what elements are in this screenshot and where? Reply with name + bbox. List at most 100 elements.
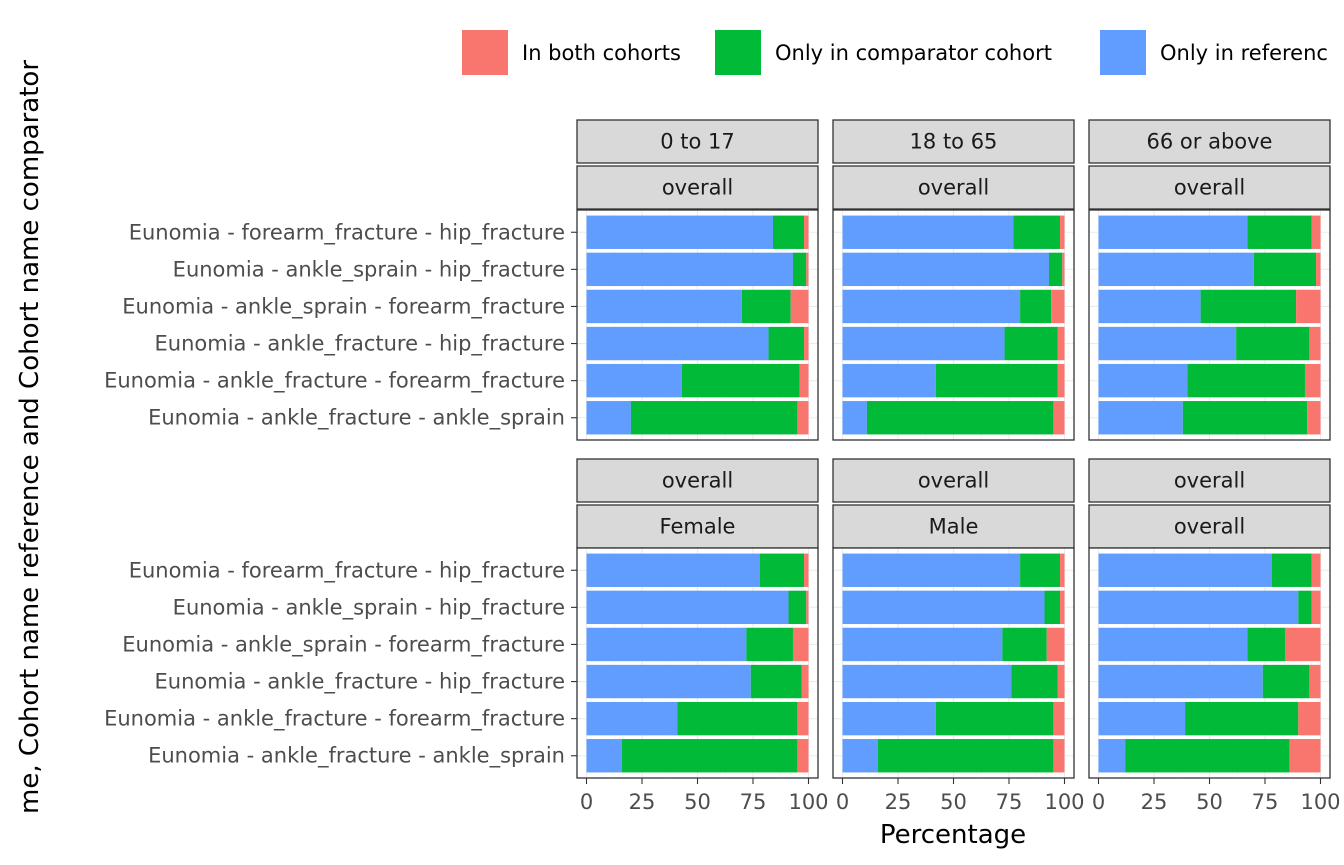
bar-both-0-1 bbox=[806, 252, 809, 287]
bar-comparator-0-1 bbox=[792, 252, 807, 287]
legend-label-0: In both cohorts bbox=[522, 41, 681, 65]
bar-reference-3-0 bbox=[586, 553, 760, 587]
bar-reference-4-1 bbox=[842, 590, 1045, 625]
x-tick-label: 75 bbox=[1252, 790, 1279, 814]
x-axis: 0 25 50 75 100 0 25 50 75 100 0 25 50 75 100 bbox=[580, 778, 1341, 814]
strip-top-label-2: 66 or above bbox=[1147, 130, 1273, 154]
x-tick-label: 100 bbox=[1044, 790, 1084, 814]
strip-top-label-1: 18 to 65 bbox=[910, 130, 998, 154]
bar-comparator-3-3 bbox=[750, 664, 802, 699]
bar-both-1-2 bbox=[1051, 289, 1065, 324]
strip-bottom-1 bbox=[832, 165, 1075, 210]
panel-5: overall overall bbox=[1088, 458, 1331, 779]
x-tick-label: 100 bbox=[788, 790, 828, 814]
x-tick-label: 75 bbox=[740, 790, 767, 814]
x-tick-label: 0 bbox=[1092, 790, 1105, 814]
bar-reference-0-4 bbox=[586, 363, 682, 398]
bar-comparator-1-0 bbox=[1013, 215, 1061, 249]
bar-both-4-2 bbox=[1046, 627, 1065, 662]
bar-both-5-1 bbox=[1311, 590, 1321, 625]
y-tick-label: Eunomia - ankle_fracture - ankle_sprain bbox=[148, 744, 565, 769]
bar-comparator-3-0 bbox=[759, 553, 805, 587]
bar-both-2-4 bbox=[1304, 363, 1321, 398]
bar-both-4-0 bbox=[1060, 553, 1065, 587]
strip-top-5 bbox=[1088, 458, 1331, 503]
x-tick-label: 0 bbox=[836, 790, 849, 814]
bar-both-5-4 bbox=[1298, 701, 1321, 736]
bar-comparator-4-3 bbox=[1011, 664, 1058, 699]
bar-both-3-4 bbox=[797, 701, 809, 736]
bar-both-1-0 bbox=[1060, 215, 1065, 249]
y-tick-label: Eunomia - ankle_sprain - hip_fracture bbox=[173, 595, 565, 620]
bar-reference-2-0 bbox=[1098, 215, 1248, 249]
bar-comparator-5-1 bbox=[1298, 590, 1312, 625]
bar-both-0-0 bbox=[804, 215, 809, 249]
bar-reference-2-5 bbox=[1098, 401, 1183, 435]
bar-reference-1-4 bbox=[842, 363, 936, 398]
bar-both-5-2 bbox=[1284, 627, 1321, 662]
strip-bottom-0 bbox=[576, 165, 819, 210]
bar-comparator-0-4 bbox=[681, 363, 800, 398]
panel-2: 66 or above overall bbox=[1088, 119, 1331, 441]
bar-reference-5-5 bbox=[1098, 739, 1126, 773]
bar-comparator-4-4 bbox=[935, 701, 1054, 736]
bar-both-2-2 bbox=[1296, 289, 1321, 324]
bar-reference-1-3 bbox=[842, 326, 1005, 361]
panel-1: 18 to 65 overall bbox=[832, 119, 1075, 441]
panel-0: 0 to 17 overall bbox=[576, 119, 819, 441]
strip-top-0 bbox=[576, 119, 819, 164]
bar-both-2-0 bbox=[1311, 215, 1321, 249]
bar-comparator-1-5 bbox=[866, 401, 1054, 435]
bar-reference-1-0 bbox=[842, 215, 1014, 249]
bar-both-3-0 bbox=[804, 553, 809, 587]
bar-reference-3-2 bbox=[586, 627, 747, 662]
bar-reference-1-5 bbox=[842, 401, 867, 435]
panel-3: overall Female bbox=[576, 458, 819, 779]
bar-comparator-3-5 bbox=[622, 739, 798, 773]
bar-reference-2-3 bbox=[1098, 326, 1237, 361]
panel-4: overall Male bbox=[832, 458, 1075, 779]
strip-top-2 bbox=[1088, 119, 1331, 164]
y-tick-label: Eunomia - ankle_sprain - hip_fracture bbox=[173, 257, 565, 282]
y-tick-label: Eunomia - ankle_fracture - hip_fracture bbox=[155, 670, 565, 695]
y-tick-label: Eunomia - ankle_fracture - ankle_sprain bbox=[148, 406, 565, 431]
bar-both-1-5 bbox=[1053, 401, 1065, 435]
bar-reference-3-4 bbox=[586, 701, 678, 736]
strip-bottom-label-2: overall bbox=[1174, 176, 1245, 200]
x-tick-label: 25 bbox=[885, 790, 912, 814]
bar-reference-4-0 bbox=[842, 553, 1021, 587]
bar-reference-5-0 bbox=[1098, 553, 1272, 587]
strip-bottom-2 bbox=[1088, 165, 1331, 210]
bar-both-0-2 bbox=[790, 289, 809, 324]
y-tick-label: Eunomia - ankle_fracture - forearm_fract… bbox=[104, 369, 565, 394]
bar-both-0-4 bbox=[799, 363, 809, 398]
y-tick-label: Eunomia - ankle_fracture - hip_fracture bbox=[155, 332, 565, 357]
strip-top-label-5: overall bbox=[1174, 469, 1245, 493]
bar-both-1-1 bbox=[1062, 252, 1065, 287]
x-tick-label: 25 bbox=[629, 790, 656, 814]
bar-reference-0-1 bbox=[586, 252, 793, 287]
y-tick-label: Eunomia - ankle_fracture - forearm_fract… bbox=[104, 707, 565, 732]
bar-reference-4-4 bbox=[842, 701, 936, 736]
bar-both-3-5 bbox=[797, 739, 809, 773]
panel-border-0 bbox=[576, 209, 819, 441]
bar-comparator-4-1 bbox=[1044, 590, 1061, 625]
bar-reference-5-3 bbox=[1098, 664, 1263, 699]
y-axis-labels: Eunomia - forearm_fracture - hip_fractur… bbox=[104, 220, 577, 769]
y-tick-label: Eunomia - forearm_fracture - hip_fractur… bbox=[129, 220, 565, 245]
strip-top-4 bbox=[832, 458, 1075, 503]
bar-comparator-2-2 bbox=[1200, 289, 1297, 324]
bar-comparator-4-0 bbox=[1020, 553, 1061, 587]
x-tick-label: 75 bbox=[996, 790, 1023, 814]
bar-comparator-3-1 bbox=[788, 590, 807, 625]
bar-comparator-4-5 bbox=[878, 739, 1054, 773]
strip-bottom-label-5: overall bbox=[1174, 515, 1245, 539]
strip-top-label-3: overall bbox=[662, 469, 733, 493]
strip-top-label-4: overall bbox=[918, 469, 989, 493]
bar-comparator-3-2 bbox=[746, 627, 793, 662]
bar-reference-5-1 bbox=[1098, 590, 1299, 625]
bar-both-0-5 bbox=[797, 401, 809, 435]
bar-comparator-5-4 bbox=[1185, 701, 1299, 736]
legend-label-2: Only in referenc bbox=[1160, 41, 1328, 65]
